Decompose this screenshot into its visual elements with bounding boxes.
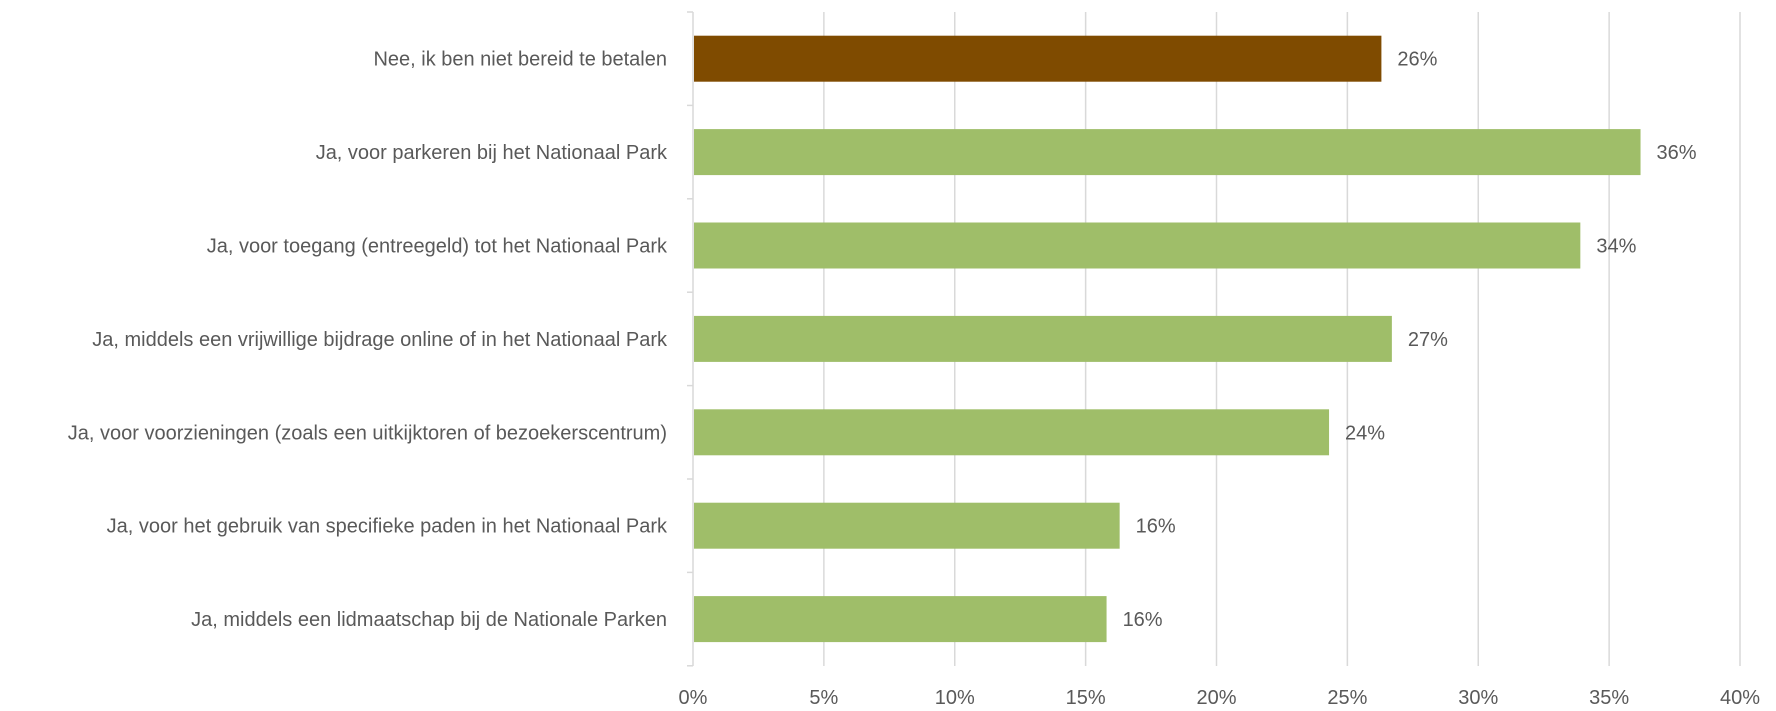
- bars: [694, 35, 1641, 643]
- category-label: Nee, ik ben niet bereid te betalen: [373, 49, 667, 71]
- x-tick-label: 0%: [679, 687, 708, 709]
- x-tick-label: 25%: [1327, 687, 1367, 709]
- data-label: 34%: [1596, 236, 1636, 258]
- category-label: Ja, voor voorzieningen (zoals een uitkij…: [68, 422, 667, 444]
- data-label: 24%: [1345, 422, 1385, 444]
- bar: [694, 502, 1120, 549]
- x-tick-label: 30%: [1458, 687, 1498, 709]
- x-tick-label: 35%: [1589, 687, 1629, 709]
- data-label: 16%: [1136, 516, 1176, 538]
- data-label: 27%: [1408, 329, 1448, 351]
- x-tick-label: 20%: [1196, 687, 1236, 709]
- bar: [694, 596, 1107, 643]
- category-axis: [687, 11, 694, 667]
- bar: [694, 409, 1330, 456]
- labels: 0% 5% 10% 15% 20% 25% 30% 35% 40% Nee, ik ben nie…: [68, 49, 1760, 709]
- bar: [694, 222, 1581, 269]
- category-label: Ja, middels een lidmaatschap bij de Nati…: [191, 609, 667, 631]
- data-label: 36%: [1657, 142, 1697, 164]
- data-label: 26%: [1397, 49, 1437, 71]
- x-tick-label: 40%: [1720, 687, 1760, 709]
- category-label: Ja, voor het gebruik van specifieke pade…: [107, 516, 668, 538]
- bar: [694, 315, 1392, 362]
- x-tick-label: 10%: [935, 687, 975, 709]
- category-label: Ja, voor parkeren bij het Nationaal Park: [316, 142, 668, 164]
- bar: [694, 129, 1641, 176]
- data-label: 16%: [1123, 609, 1163, 631]
- bar: [694, 35, 1382, 82]
- x-tick-label: 5%: [809, 687, 838, 709]
- x-tick-label: 15%: [1066, 687, 1106, 709]
- category-label: Ja, voor toegang (entreegeld) tot het Na…: [207, 236, 668, 258]
- category-label: Ja, middels een vrijwillige bijdrage onl…: [92, 329, 668, 351]
